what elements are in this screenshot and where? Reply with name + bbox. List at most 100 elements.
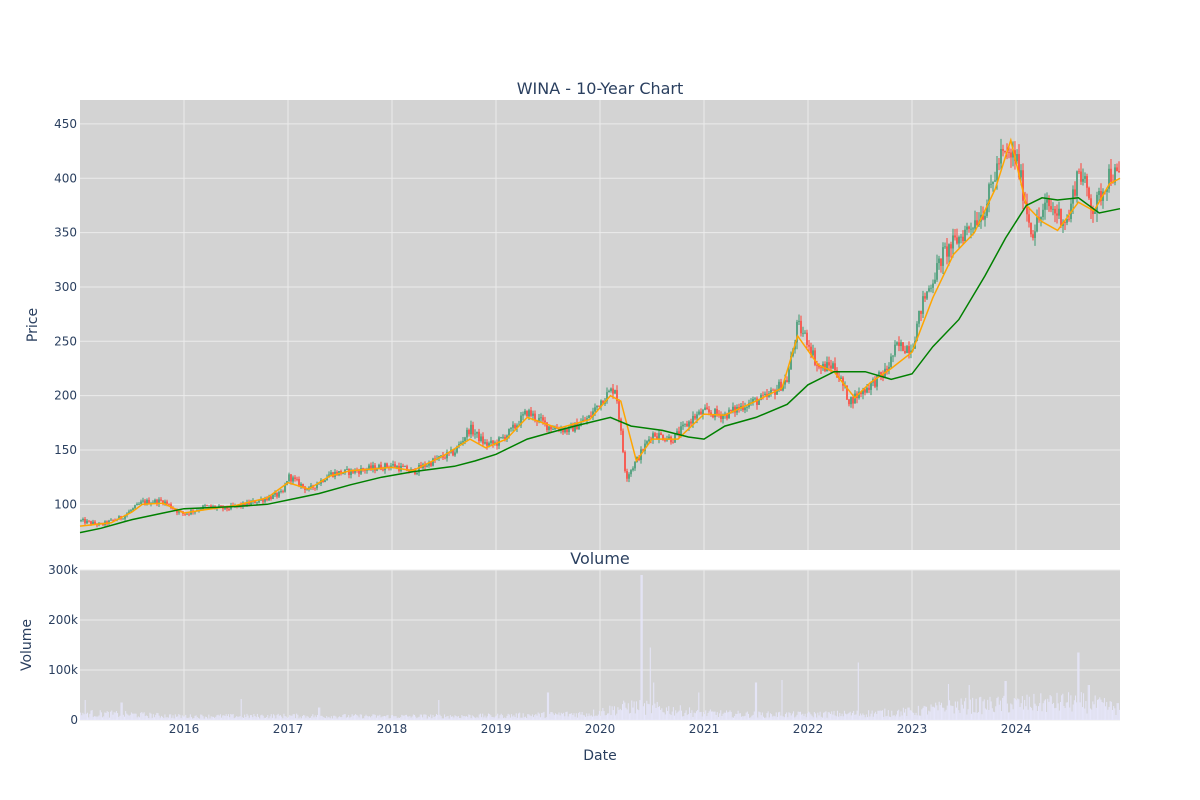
- volume-bar: [321, 715, 323, 720]
- volume-bar: [984, 708, 986, 720]
- volume-bar: [420, 714, 422, 720]
- candle-body: [514, 424, 516, 429]
- candle-body: [616, 390, 618, 402]
- volume-bar: [211, 716, 213, 720]
- volume-bar: [913, 712, 915, 720]
- volume-bar: [1059, 702, 1061, 720]
- candle-body: [342, 473, 344, 475]
- volume-bar: [433, 716, 435, 720]
- candle-body: [600, 400, 602, 407]
- volume-bar: [1034, 703, 1036, 720]
- candle-body: [534, 413, 536, 421]
- volume-bar: [960, 698, 962, 720]
- volume-bar: [90, 710, 92, 720]
- volume-bar: [869, 716, 871, 720]
- volume-bar: [861, 715, 863, 720]
- volume-bar: [355, 714, 357, 720]
- volume-bars: [80, 575, 1120, 720]
- volume-bar: [541, 713, 543, 720]
- volume-bar: [767, 711, 769, 720]
- candle-body: [314, 487, 316, 489]
- candle-body: [732, 406, 734, 411]
- volume-bar: [1001, 711, 1003, 720]
- volume-bar: [252, 717, 254, 720]
- candle-body: [948, 244, 950, 257]
- candle-body: [330, 472, 332, 475]
- volume-bar: [840, 716, 842, 720]
- volume-bar: [193, 717, 195, 720]
- volume-bar: [786, 712, 788, 720]
- candle-body: [148, 499, 150, 505]
- candle-body: [680, 426, 682, 435]
- volume-bar: [160, 715, 162, 720]
- candle-body: [512, 424, 514, 428]
- volume-bar: [698, 692, 700, 720]
- candle-body: [798, 320, 800, 322]
- candle-body: [382, 469, 384, 471]
- volume-bar: [189, 714, 191, 720]
- candle-body: [284, 484, 286, 492]
- candle-body: [918, 310, 920, 324]
- candle-body: [468, 429, 470, 435]
- candle-body: [1046, 199, 1048, 203]
- volume-bar: [922, 707, 924, 720]
- price-y-axis-title: Price: [25, 308, 41, 342]
- candle-body: [936, 263, 938, 280]
- candle-body: [128, 511, 130, 514]
- candle-body: [1086, 176, 1088, 188]
- candle-body: [852, 397, 854, 404]
- candle-body: [452, 449, 454, 456]
- volume-bar: [256, 713, 258, 720]
- volume-bar: [809, 712, 811, 720]
- candle-body: [94, 521, 96, 524]
- candle-body: [690, 421, 692, 424]
- volume-bar: [668, 706, 670, 720]
- candle-body: [184, 513, 186, 515]
- candle-body: [408, 470, 410, 472]
- volume-bar: [664, 714, 666, 720]
- volume-bar: [518, 713, 520, 720]
- candle-body: [836, 370, 838, 378]
- volume-bar: [667, 710, 669, 720]
- volume-bar: [474, 717, 476, 720]
- candle-body: [686, 423, 688, 427]
- volume-bar: [378, 715, 380, 720]
- candle-body: [258, 500, 260, 503]
- volume-bar: [243, 717, 245, 720]
- volume-bar: [603, 711, 605, 720]
- volume-bar: [133, 713, 135, 720]
- volume-bar: [440, 716, 442, 720]
- volume-bar: [368, 716, 370, 720]
- volume-bar: [901, 715, 903, 720]
- candle-body: [1012, 150, 1014, 158]
- volume-bar: [596, 715, 598, 720]
- volume-bar: [476, 716, 478, 720]
- volume-bar: [483, 717, 485, 720]
- volume-bar: [818, 715, 820, 720]
- volume-bar: [194, 715, 196, 720]
- volume-bar: [977, 712, 979, 720]
- volume-bar: [87, 712, 89, 720]
- candle-body: [828, 362, 830, 366]
- volume-bar: [701, 716, 703, 720]
- volume-bar: [791, 713, 793, 720]
- candle-body: [376, 469, 378, 471]
- candle-body: [298, 479, 300, 486]
- volume-bar: [646, 700, 648, 720]
- candle-body: [804, 332, 806, 334]
- volume-bar: [1086, 713, 1088, 720]
- volume-bar: [973, 712, 975, 720]
- volume-bar: [738, 713, 740, 720]
- volume-bar: [397, 717, 399, 720]
- price-y-tick-label: 150: [54, 443, 77, 457]
- volume-bar: [460, 717, 462, 720]
- candle-body: [614, 390, 616, 394]
- candle-body: [296, 478, 298, 480]
- candle-body: [122, 518, 124, 520]
- volume-bar: [1111, 709, 1113, 720]
- volume-bar: [365, 714, 367, 720]
- candle-body: [170, 504, 172, 509]
- volume-bar: [999, 700, 1001, 720]
- candle-body: [432, 458, 434, 466]
- volume-bar: [871, 710, 873, 720]
